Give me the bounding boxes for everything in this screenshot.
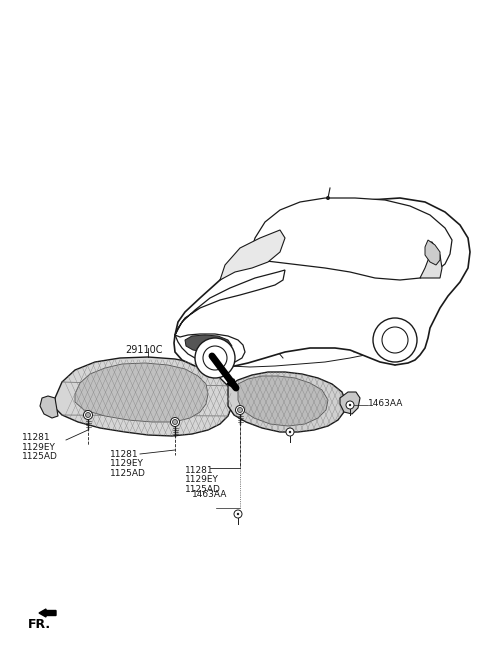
Text: 1129EY: 1129EY (185, 476, 219, 484)
Polygon shape (175, 270, 285, 335)
Circle shape (234, 510, 242, 518)
Text: 1129EY: 1129EY (110, 459, 144, 468)
FancyArrow shape (39, 609, 56, 617)
Polygon shape (220, 230, 285, 280)
Polygon shape (340, 392, 360, 414)
Circle shape (238, 407, 242, 413)
Circle shape (373, 318, 417, 362)
Polygon shape (425, 240, 440, 265)
Polygon shape (228, 372, 346, 432)
Polygon shape (40, 396, 58, 418)
Text: 11281: 11281 (185, 466, 214, 475)
Text: 1125AD: 1125AD (110, 469, 146, 478)
Circle shape (170, 417, 180, 426)
Polygon shape (250, 198, 452, 280)
Circle shape (236, 405, 244, 415)
Text: 1125AD: 1125AD (185, 485, 221, 494)
Text: 29110C: 29110C (125, 345, 163, 355)
Text: 1125AD: 1125AD (22, 452, 58, 461)
Polygon shape (238, 376, 328, 426)
Circle shape (326, 196, 330, 200)
Text: 1129EY: 1129EY (22, 443, 56, 451)
Text: 1463AA: 1463AA (368, 399, 403, 409)
Polygon shape (55, 357, 232, 436)
Circle shape (289, 431, 291, 433)
Circle shape (195, 338, 235, 378)
Text: FR.: FR. (28, 618, 51, 631)
Circle shape (237, 513, 239, 515)
Polygon shape (420, 242, 442, 278)
Circle shape (85, 413, 91, 417)
Polygon shape (174, 198, 470, 368)
Text: 1463AA: 1463AA (192, 490, 228, 499)
Polygon shape (75, 363, 208, 422)
Text: 11281: 11281 (110, 450, 139, 459)
Polygon shape (175, 334, 245, 364)
Text: 11281: 11281 (22, 433, 50, 442)
Polygon shape (185, 335, 232, 352)
Circle shape (349, 404, 351, 406)
Circle shape (172, 420, 178, 424)
Circle shape (286, 428, 294, 436)
Circle shape (346, 401, 354, 409)
Circle shape (84, 411, 93, 420)
